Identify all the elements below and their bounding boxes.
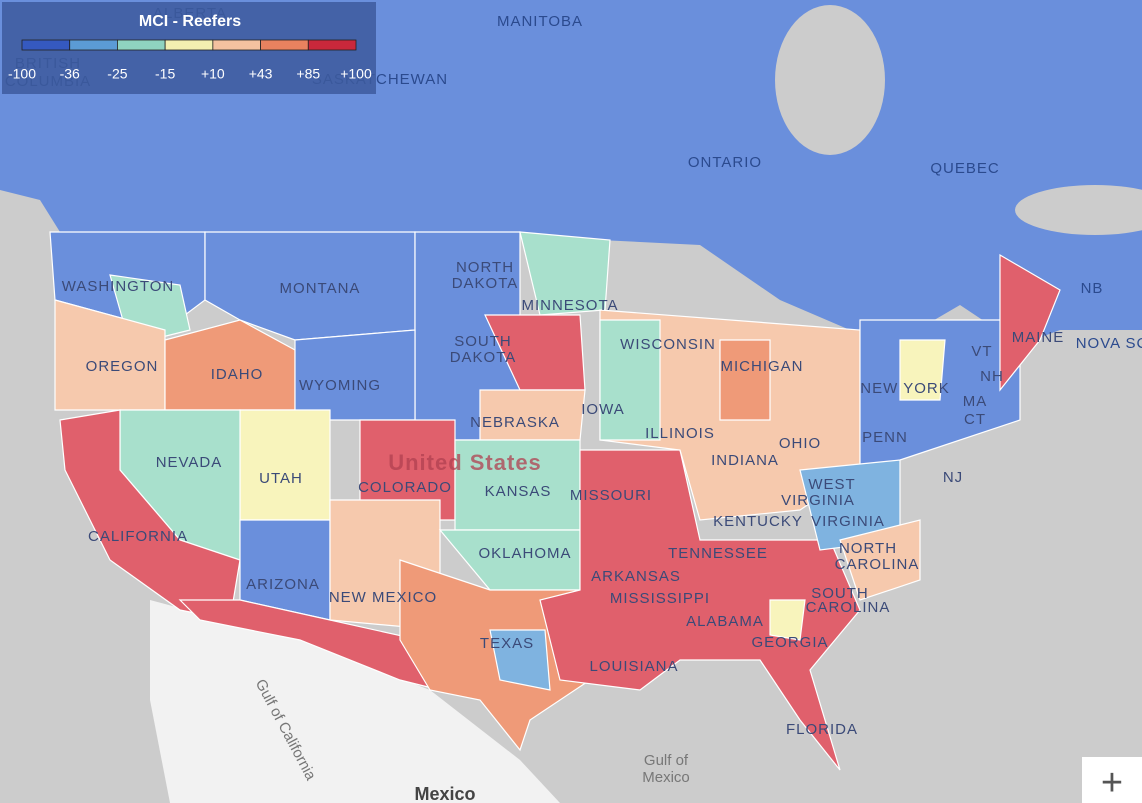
place-label: MA bbox=[963, 393, 988, 410]
legend-stop-label: -36 bbox=[60, 66, 80, 82]
place-label: NORTH bbox=[839, 540, 897, 557]
place-label: MISSISSIPPI bbox=[610, 590, 710, 607]
place-label: OREGON bbox=[86, 358, 159, 375]
region bbox=[539, 449, 861, 771]
place-label: WYOMING bbox=[299, 377, 381, 394]
place-label: NH bbox=[980, 368, 1004, 385]
region bbox=[599, 319, 661, 441]
region bbox=[239, 409, 331, 521]
region bbox=[899, 339, 946, 401]
place-label: GEORGIA bbox=[751, 634, 828, 651]
place-label: VIRGINIA bbox=[811, 513, 885, 530]
region bbox=[489, 629, 551, 691]
place-label: CAROLINA bbox=[806, 599, 891, 616]
place-label: Mexico bbox=[414, 784, 475, 803]
legend-title: MCI - Reefers bbox=[139, 13, 241, 30]
place-label: OHIO bbox=[779, 435, 821, 452]
place-label: MINNESOTA bbox=[521, 297, 618, 314]
legend-stop-label: +43 bbox=[249, 66, 273, 82]
place-label: DAKOTA bbox=[450, 349, 517, 366]
place-label: TENNESSEE bbox=[668, 545, 768, 562]
place-label: NEVADA bbox=[156, 454, 223, 471]
place-label: OKLAHOMA bbox=[478, 545, 571, 562]
legend-stop-label: +85 bbox=[296, 66, 320, 82]
place-label: FLORIDA bbox=[786, 721, 858, 738]
zoom-in-button[interactable] bbox=[1082, 757, 1142, 803]
legend-stop-label: -25 bbox=[107, 66, 127, 82]
place-label: IDAHO bbox=[211, 366, 264, 383]
legend-swatch bbox=[260, 39, 309, 51]
region bbox=[999, 253, 1061, 392]
place-label: WASHINGTON bbox=[62, 278, 175, 295]
legend-stop-label: +10 bbox=[201, 66, 225, 82]
place-label: QUEBEC bbox=[930, 160, 999, 177]
legend-bar: -100 -36 -25 -15 +10 +43 +85 +100 bbox=[8, 39, 372, 82]
place-label: LOUISIANA bbox=[589, 658, 678, 675]
mexico bbox=[150, 600, 560, 803]
place-label: VIRGINIA bbox=[781, 492, 855, 509]
place-label: COLORADO bbox=[358, 479, 452, 496]
region bbox=[769, 599, 806, 641]
legend-swatch bbox=[164, 39, 214, 51]
place-label: KENTUCKY bbox=[713, 513, 803, 530]
place-label: SOUTH bbox=[811, 585, 869, 602]
legend-swatch bbox=[21, 39, 71, 51]
place-label: CALIFORNIA bbox=[88, 528, 188, 545]
place-label: MONTANA bbox=[280, 280, 361, 297]
place-label: MAINE bbox=[1012, 329, 1065, 346]
place-label: SOUTH bbox=[454, 333, 512, 350]
place-label: TEXAS bbox=[480, 635, 534, 652]
place-label: DAKOTA bbox=[452, 275, 519, 292]
region bbox=[294, 329, 416, 421]
place-label: UTAH bbox=[259, 470, 303, 487]
legend-swatch bbox=[117, 39, 166, 51]
legend: MCI - Reefers -100 -36 -25 -15 +10 +43 +85 +100 bbox=[2, 2, 376, 94]
region bbox=[839, 519, 921, 601]
place-label: MANITOBA bbox=[497, 13, 583, 30]
place-label: NB bbox=[1081, 280, 1104, 297]
region bbox=[59, 409, 241, 621]
region bbox=[719, 339, 771, 421]
gulf-st-lawrence bbox=[1015, 185, 1142, 235]
place-label: ARIZONA bbox=[246, 576, 320, 593]
place-label: WISCONSIN bbox=[620, 336, 716, 353]
legend-stop-label: +100 bbox=[340, 66, 372, 82]
place-label: Mexico bbox=[642, 769, 690, 786]
place-label: United States bbox=[388, 450, 542, 475]
place-label: INDIANA bbox=[711, 452, 779, 469]
place-label: ALABAMA bbox=[686, 613, 764, 630]
place-label: NOVA SC bbox=[1076, 335, 1142, 352]
legend-swatch bbox=[307, 39, 357, 51]
legend-swatch bbox=[212, 39, 261, 51]
place-label: MICHIGAN bbox=[721, 358, 804, 375]
place-label: NEW YORK bbox=[860, 380, 949, 397]
place-label: ARKANSAS bbox=[591, 568, 681, 585]
place-label: NEBRASKA bbox=[470, 414, 560, 431]
place-label: IOWA bbox=[581, 401, 624, 418]
zoom-in-icon[interactable]: + bbox=[1101, 762, 1123, 803]
legend-stop-label: -100 bbox=[8, 66, 36, 82]
place-label: ONTARIO bbox=[688, 154, 762, 171]
map-labels: ALBERTAMANITOBASASKATCHEWANBRITISHCOLUMB… bbox=[5, 5, 1142, 803]
place-label: KANSAS bbox=[485, 483, 552, 500]
place-label: ILLINOIS bbox=[645, 425, 715, 442]
place-label: MISSOURI bbox=[570, 487, 652, 504]
place-label: WEST bbox=[808, 476, 855, 493]
legend-stop-label: -15 bbox=[155, 66, 175, 82]
hudson-bay bbox=[775, 5, 885, 155]
place-label: NEW MEXICO bbox=[329, 589, 437, 606]
place-label: VT bbox=[971, 343, 992, 360]
place-label: NJ bbox=[943, 469, 963, 486]
place-label: CAROLINA bbox=[835, 556, 920, 573]
us-regions bbox=[49, 231, 1061, 771]
place-label: PENN bbox=[862, 429, 908, 446]
zoom-control[interactable]: + bbox=[1082, 757, 1142, 803]
place-label: Gulf of bbox=[644, 752, 689, 769]
place-label: CT bbox=[964, 411, 986, 428]
place-label: NORTH bbox=[456, 259, 514, 276]
legend-swatch bbox=[69, 39, 118, 51]
